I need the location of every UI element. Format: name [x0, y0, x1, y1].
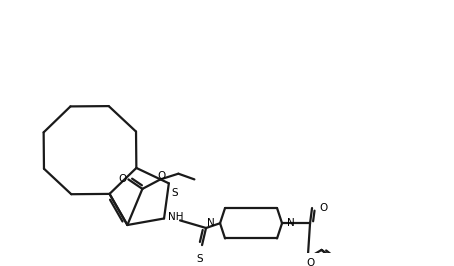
Text: S: S	[172, 188, 178, 198]
Text: O: O	[157, 171, 166, 181]
Text: O: O	[306, 258, 315, 266]
Text: O: O	[118, 174, 127, 184]
Text: N: N	[207, 218, 215, 228]
Text: N: N	[287, 218, 295, 228]
Text: NH: NH	[168, 211, 183, 222]
Text: O: O	[319, 203, 327, 213]
Text: S: S	[197, 254, 203, 264]
